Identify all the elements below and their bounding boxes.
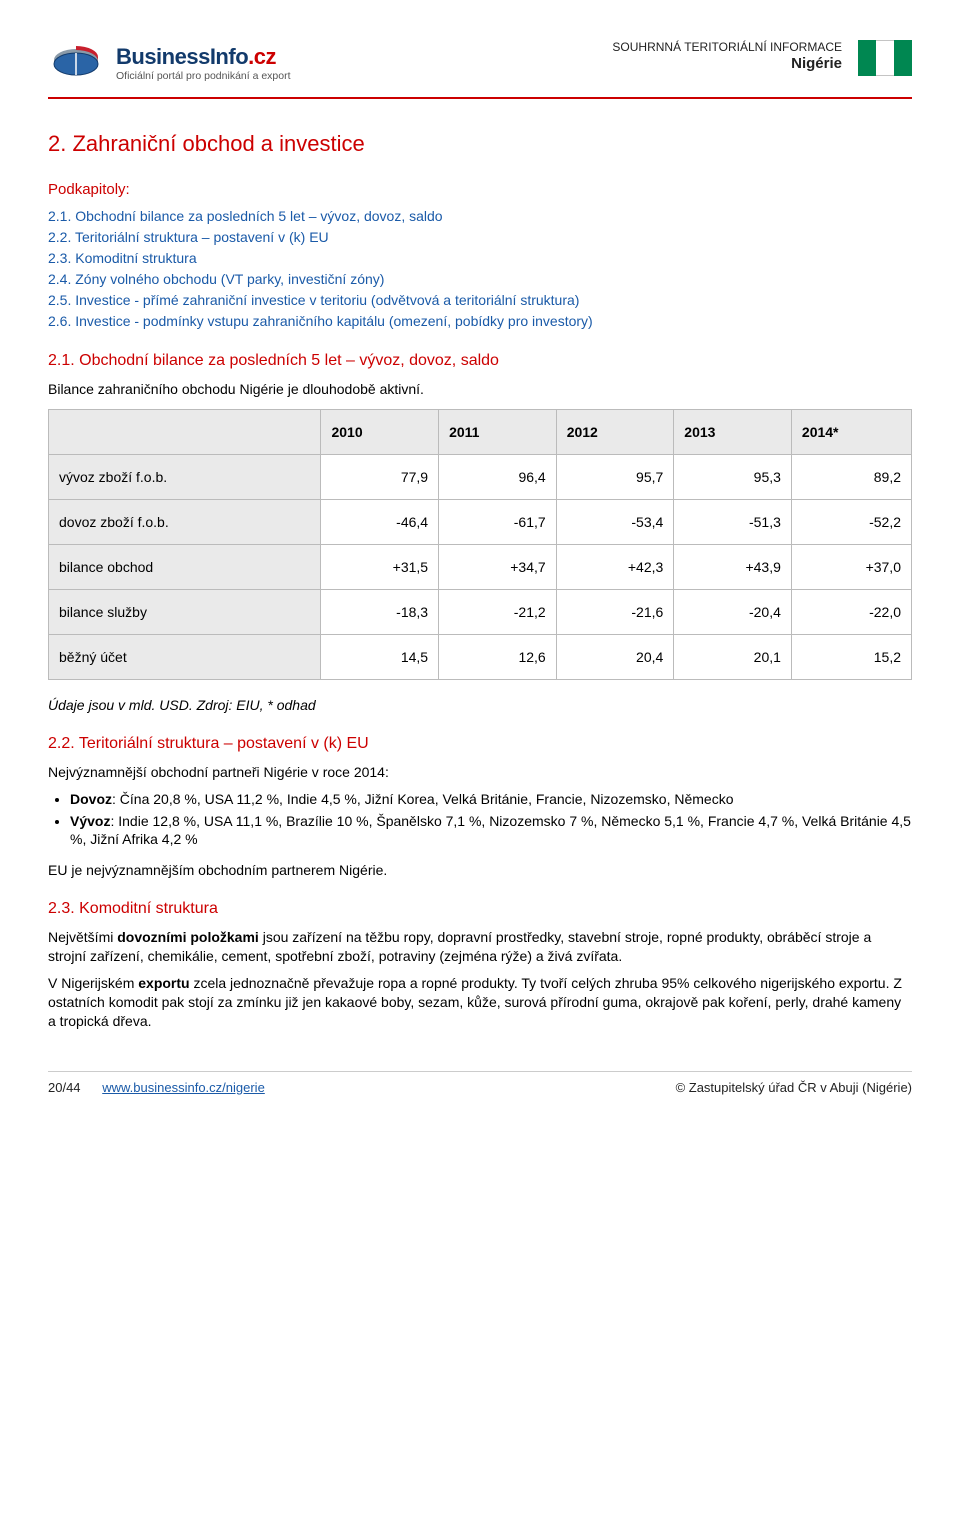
table-cell: -18,3	[321, 589, 439, 634]
trade-balance-table: 2010 2011 2012 2013 2014* vývoz zboží f.…	[48, 409, 912, 680]
table-row: vývoz zboží f.o.b. 77,9 96,4 95,7 95,3 8…	[49, 454, 912, 499]
row-label: dovoz zboží f.o.b.	[49, 499, 321, 544]
nigeria-flag-icon	[858, 40, 912, 79]
logo-icon	[48, 40, 104, 87]
table-row: běžný účet 14,5 12,6 20,4 20,1 15,2	[49, 634, 912, 679]
brand-main: BusinessInfo	[116, 44, 248, 69]
table-cell: -61,7	[439, 499, 557, 544]
bullet-text: : Čína 20,8 %, USA 11,2 %, Indie 4,5 %, …	[112, 791, 733, 807]
table-cell: 12,6	[439, 634, 557, 679]
table-cell: 20,4	[556, 634, 674, 679]
table-cell: 96,4	[439, 454, 557, 499]
list-item: Vývoz: Indie 12,8 %, USA 11,1 %, Brazíli…	[70, 812, 912, 850]
strong-text: exportu	[138, 975, 189, 991]
toc-item[interactable]: 2.3. Komoditní struktura	[48, 248, 912, 269]
sec21-intro: Bilance zahraničního obchodu Nigérie je …	[48, 380, 912, 399]
header-right: SOUHRNNÁ TERITORIÁLNÍ INFORMACE Nigérie	[612, 40, 842, 72]
table-row: bilance služby -18,3 -21,2 -21,6 -20,4 -…	[49, 589, 912, 634]
sec22-outro: EU je nejvýznamnějším obchodním partnere…	[48, 861, 912, 880]
toc-item[interactable]: 2.1. Obchodní bilance za posledních 5 le…	[48, 206, 912, 227]
table-year-header: 2012	[556, 409, 674, 454]
table-cell: -22,0	[791, 589, 911, 634]
table-cell: +42,3	[556, 544, 674, 589]
table-year-header: 2011	[439, 409, 557, 454]
country-name: Nigérie	[612, 55, 842, 72]
table-cell: 15,2	[791, 634, 911, 679]
table-corner	[49, 409, 321, 454]
table-year-header: 2010	[321, 409, 439, 454]
list-item: Dovoz: Čína 20,8 %, USA 11,2 %, Indie 4,…	[70, 790, 912, 809]
toc-item[interactable]: 2.2. Teritoriální struktura – postavení …	[48, 227, 912, 248]
sec22-intro: Nejvýznamnější obchodní partneři Nigérie…	[48, 763, 912, 782]
footer-url[interactable]: www.businessinfo.cz/nigerie	[102, 1080, 265, 1095]
table-cell: 77,9	[321, 454, 439, 499]
footer-copyright: © Zastupitelský úřad ČR v Abuji (Nigérie…	[676, 1080, 912, 1095]
row-label: bilance služby	[49, 589, 321, 634]
table-year-header: 2014*	[791, 409, 911, 454]
doc-type: SOUHRNNÁ TERITORIÁLNÍ INFORMACE	[612, 40, 842, 54]
brand-subtext: Oficiální portál pro podnikání a export	[116, 71, 291, 83]
subchapters-label: Podkapitoly:	[48, 181, 912, 198]
sec23-p2: V Nigerijském exportu zcela jednoznačně …	[48, 974, 912, 1031]
table-cell: 95,3	[674, 454, 792, 499]
header-rule	[48, 97, 912, 99]
partner-list: Dovoz: Čína 20,8 %, USA 11,2 %, Indie 4,…	[48, 790, 912, 850]
section-heading: 2. Zahraniční obchod a investice	[48, 131, 912, 157]
table-cell: +31,5	[321, 544, 439, 589]
sec23-title: 2.3. Komoditní struktura	[48, 900, 912, 918]
table-cell: -21,6	[556, 589, 674, 634]
sec23-p1: Největšími dovozními položkami jsou zaří…	[48, 928, 912, 966]
bullet-label: Vývoz	[70, 813, 110, 829]
text: Největšími	[48, 929, 117, 945]
table-cell: -53,4	[556, 499, 674, 544]
table-year-header: 2013	[674, 409, 792, 454]
strong-text: dovozními položkami	[117, 929, 259, 945]
row-label: bilance obchod	[49, 544, 321, 589]
table-cell: 14,5	[321, 634, 439, 679]
bullet-text: : Indie 12,8 %, USA 11,1 %, Brazílie 10 …	[70, 813, 911, 848]
table-cell: -52,2	[791, 499, 911, 544]
bullet-label: Dovoz	[70, 791, 112, 807]
toc-item[interactable]: 2.4. Zóny volného obchodu (VT parky, inv…	[48, 269, 912, 290]
brand-suffix: .cz	[248, 44, 276, 69]
table-row: bilance obchod +31,5 +34,7 +42,3 +43,9 +…	[49, 544, 912, 589]
table-cell: 95,7	[556, 454, 674, 499]
text: V Nigerijském	[48, 975, 138, 991]
table-cell: 20,1	[674, 634, 792, 679]
table-cell: -46,4	[321, 499, 439, 544]
page-footer: 20/44 www.businessinfo.cz/nigerie © Zast…	[48, 1071, 912, 1095]
toc-list: 2.1. Obchodní bilance za posledních 5 le…	[48, 206, 912, 332]
table-cell: -21,2	[439, 589, 557, 634]
sec22-title: 2.2. Teritoriální struktura – postavení …	[48, 735, 912, 753]
table-cell: +34,7	[439, 544, 557, 589]
page-number: 20/44	[48, 1080, 81, 1095]
row-label: běžný účet	[49, 634, 321, 679]
table-row: dovoz zboží f.o.b. -46,4 -61,7 -53,4 -51…	[49, 499, 912, 544]
table-cell: -51,3	[674, 499, 792, 544]
table-note: Údaje jsou v mld. USD. Zdroj: EIU, * odh…	[48, 696, 912, 715]
row-label: vývoz zboží f.o.b.	[49, 454, 321, 499]
toc-item[interactable]: 2.5. Investice - přímé zahraniční invest…	[48, 290, 912, 311]
table-cell: 89,2	[791, 454, 911, 499]
table-cell: -20,4	[674, 589, 792, 634]
sec21-title: 2.1. Obchodní bilance za posledních 5 le…	[48, 352, 912, 370]
table-cell: +37,0	[791, 544, 911, 589]
table-cell: +43,9	[674, 544, 792, 589]
toc-item[interactable]: 2.6. Investice - podmínky vstupu zahrani…	[48, 311, 912, 332]
header-left: BusinessInfo.cz Oficiální portál pro pod…	[48, 40, 291, 87]
